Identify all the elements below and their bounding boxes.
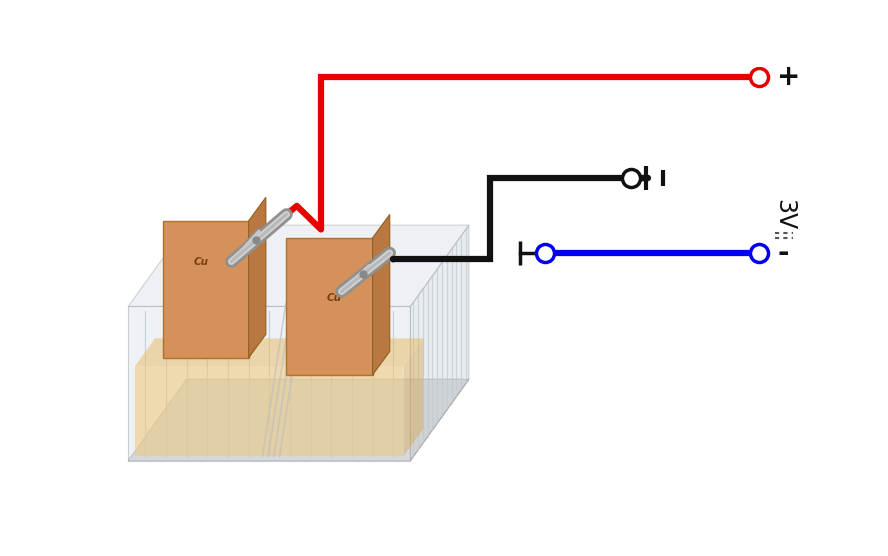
Polygon shape (163, 221, 249, 358)
Polygon shape (135, 366, 403, 456)
Polygon shape (128, 306, 410, 460)
Polygon shape (249, 197, 266, 358)
Text: -: - (777, 239, 789, 267)
Text: +: + (777, 63, 801, 91)
Polygon shape (403, 338, 424, 456)
Polygon shape (410, 225, 469, 460)
Polygon shape (128, 225, 469, 306)
Polygon shape (128, 379, 469, 460)
Polygon shape (287, 238, 373, 375)
Text: 3V: 3V (772, 199, 796, 230)
Text: Cu: Cu (194, 257, 209, 267)
Polygon shape (373, 215, 390, 375)
Polygon shape (135, 338, 424, 366)
Text: Cu: Cu (326, 293, 341, 303)
